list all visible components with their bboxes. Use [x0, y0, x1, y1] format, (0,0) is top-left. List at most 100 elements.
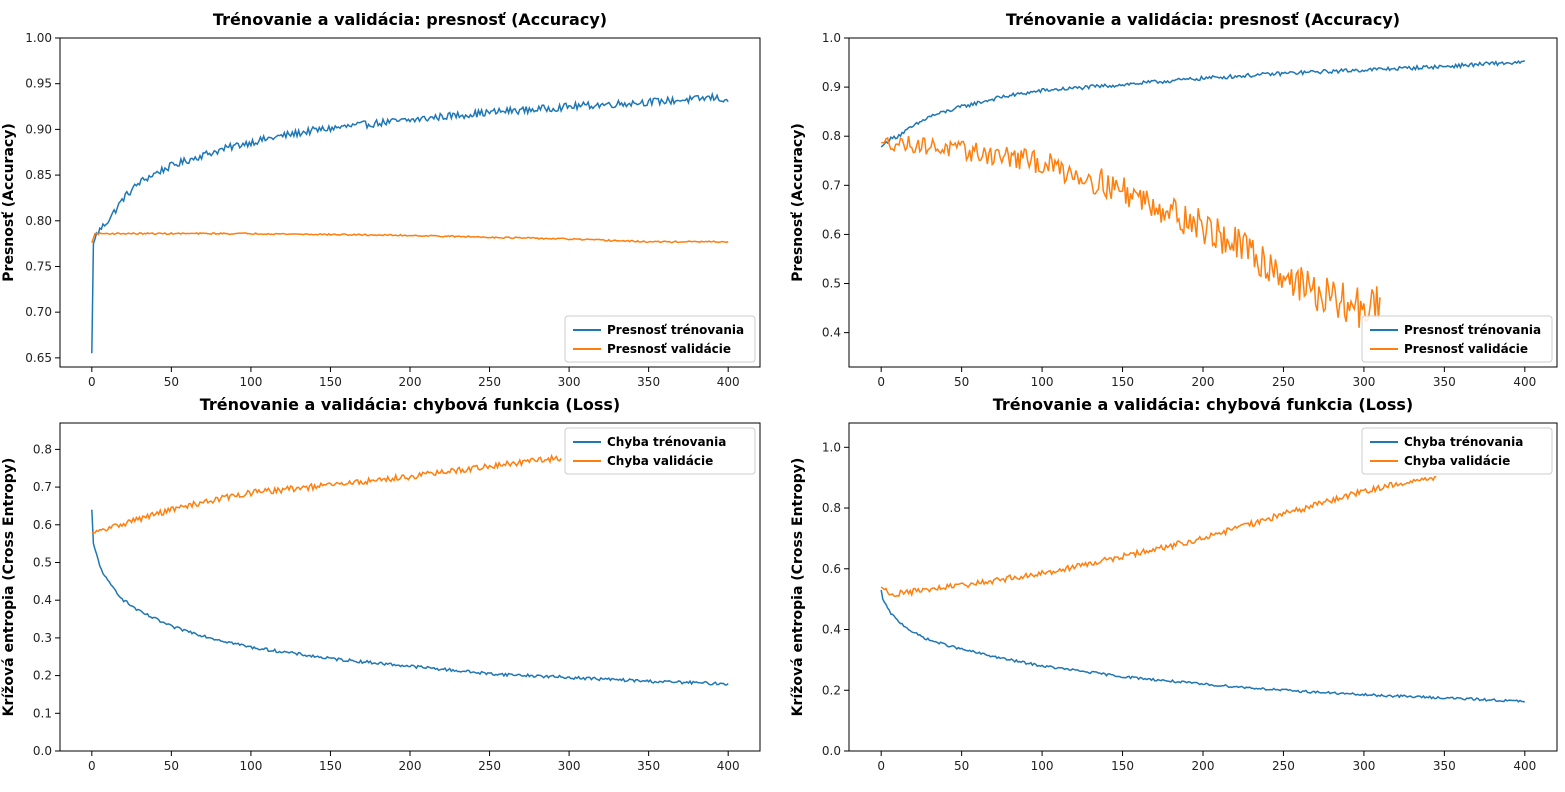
y-tick-label: 0.2: [33, 669, 52, 683]
legend-label: Chyba validácie: [1404, 454, 1510, 468]
x-tick-label: 50: [954, 375, 969, 389]
x-tick-label: 50: [954, 759, 969, 773]
y-tick-label: 0.3: [33, 631, 52, 645]
x-tick-label: 300: [558, 759, 581, 773]
chart-title: Trénovanie a validácia: presnosť (Accura…: [213, 10, 607, 29]
y-tick-label: 0.6: [822, 227, 841, 241]
series-line-val: [881, 135, 1381, 328]
x-tick-label: 200: [399, 759, 422, 773]
series-line-val: [91, 231, 729, 244]
chart-title: Trénovanie a validácia: chybová funkcia …: [200, 395, 620, 414]
series-line-val: [880, 476, 1437, 598]
legend-box: [564, 427, 756, 475]
x-tick-label: 0: [877, 759, 885, 773]
x-tick-label: 150: [319, 759, 342, 773]
x-tick-label: 0: [88, 375, 96, 389]
x-tick-label: 200: [1192, 375, 1215, 389]
y-tick-label: 0.9: [822, 80, 841, 94]
y-tick-label: 0.1: [33, 706, 52, 720]
legend: Chyba trénovania Chyba validácie: [1361, 427, 1553, 475]
x-tick-label: 350: [637, 375, 660, 389]
x-tick-label: 350: [1433, 759, 1456, 773]
series-line-train: [880, 589, 1526, 703]
legend: Presnosť trénovania Presnosť validácie: [1361, 315, 1553, 363]
y-tick-label: 0.6: [822, 562, 841, 576]
y-tick-label: 0.6: [33, 518, 52, 532]
x-tick-label: 100: [1031, 375, 1054, 389]
y-tick-label: 0.85: [25, 168, 52, 182]
x-tick-label: 400: [717, 759, 740, 773]
y-tick-label: 0.0: [822, 744, 841, 758]
x-tick-label: 250: [1272, 375, 1295, 389]
y-tick-label: 0.95: [25, 77, 52, 91]
x-tick-label: 100: [1031, 759, 1054, 773]
y-tick-label: 0.90: [25, 122, 52, 136]
y-tick-label: 0.65: [25, 351, 52, 365]
x-tick-label: 50: [164, 759, 179, 773]
legend-box: [1361, 427, 1553, 475]
x-tick-label: 150: [1111, 759, 1134, 773]
x-tick-label: 300: [1352, 759, 1375, 773]
y-tick-label: 0.0: [33, 744, 52, 758]
y-tick-label: 0.4: [822, 326, 841, 340]
legend-box: [564, 315, 756, 363]
x-tick-label: 300: [1352, 375, 1375, 389]
legend-label: Presnosť trénovania: [1404, 323, 1541, 337]
x-tick-label: 50: [164, 375, 179, 389]
x-tick-label: 150: [319, 375, 342, 389]
legend-label: Chyba validácie: [607, 454, 713, 468]
series-line-val: [91, 453, 562, 534]
x-tick-label: 0: [877, 375, 885, 389]
chart-panel-3: Trénovanie a validácia: chybová funkcia …: [1, 395, 761, 773]
series-line-train: [880, 60, 1526, 148]
y-tick-label: 1.0: [822, 31, 841, 45]
legend-label: Chyba trénovania: [1404, 435, 1523, 449]
y-tick-label: 0.8: [822, 129, 841, 143]
x-tick-label: 100: [239, 375, 262, 389]
legend: Presnosť trénovania Presnosť validácie: [564, 315, 756, 363]
chart-panel-4: Trénovanie a validácia: chybová funkcia …: [790, 395, 1558, 773]
y-tick-label: 0.4: [33, 593, 52, 607]
chart-title: Trénovanie a validácia: chybová funkcia …: [993, 395, 1413, 414]
y-tick-label: 0.8: [822, 501, 841, 515]
x-tick-label: 350: [1433, 375, 1456, 389]
chart-panel-1: Trénovanie a validácia: presnosť (Accura…: [1, 10, 761, 389]
legend: Chyba trénovania Chyba validácie: [564, 427, 756, 475]
x-tick-label: 250: [478, 375, 501, 389]
y-tick-label: 0.2: [822, 683, 841, 697]
y-tick-label: 0.80: [25, 214, 52, 228]
legend-box: [1361, 315, 1553, 363]
y-tick-label: 0.5: [33, 555, 52, 569]
x-tick-label: 350: [637, 759, 660, 773]
x-tick-label: 150: [1111, 375, 1134, 389]
y-tick-label: 0.7: [822, 178, 841, 192]
y-tick-label: 1.00: [25, 31, 52, 45]
x-tick-label: 100: [239, 759, 262, 773]
y-tick-label: 0.75: [25, 259, 52, 273]
y-tick-label: 0.8: [33, 442, 52, 456]
y-axis-label: Krížová entropia (Cross Entropy): [790, 458, 806, 717]
x-tick-label: 300: [558, 375, 581, 389]
y-tick-label: 0.4: [822, 623, 841, 637]
x-tick-label: 200: [1192, 759, 1215, 773]
x-tick-label: 400: [717, 375, 740, 389]
y-axis-label: Presnosť (Accuracy): [790, 123, 806, 281]
x-tick-label: 250: [1272, 759, 1295, 773]
legend-label: Chyba trénovania: [607, 435, 726, 449]
legend-label: Presnosť validácie: [607, 342, 731, 356]
x-tick-label: 400: [1513, 375, 1536, 389]
x-tick-label: 200: [399, 375, 422, 389]
x-tick-label: 400: [1513, 759, 1536, 773]
y-tick-label: 0.70: [25, 305, 52, 319]
x-tick-label: 0: [88, 759, 96, 773]
y-axis-label: Presnosť (Accuracy): [1, 123, 17, 281]
y-tick-label: 0.7: [33, 480, 52, 494]
y-tick-label: 0.5: [822, 277, 841, 291]
chart-title: Trénovanie a validácia: presnosť (Accura…: [1006, 10, 1400, 29]
y-tick-label: 1.0: [822, 440, 841, 454]
legend-label: Presnosť validácie: [1404, 342, 1528, 356]
legend-label: Presnosť trénovania: [607, 323, 744, 337]
x-tick-label: 250: [478, 759, 501, 773]
series-line-train: [91, 91, 729, 354]
